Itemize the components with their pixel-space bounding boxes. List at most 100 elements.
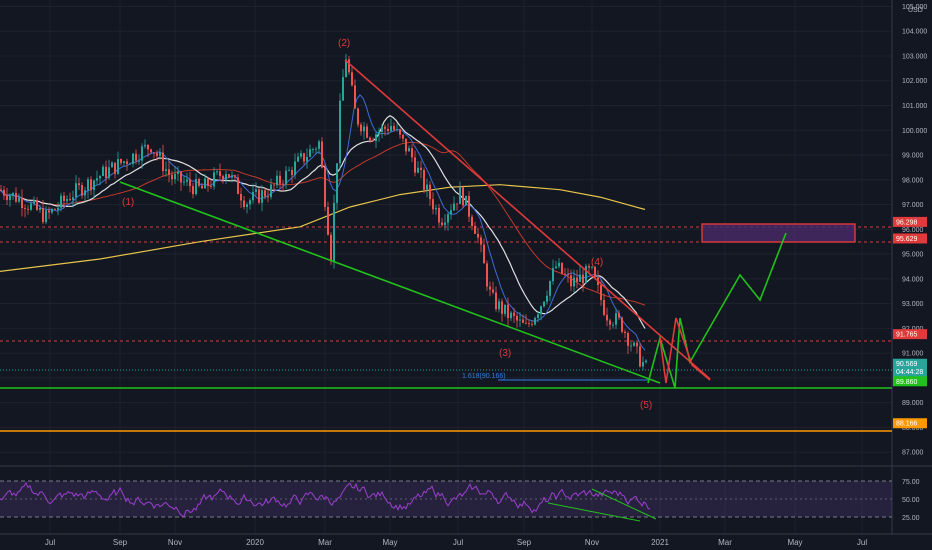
red-projection-path[interactable] [659,317,711,384]
candle-body [564,273,566,275]
candle-body [249,200,251,205]
candle-body [258,189,260,203]
candle-body [348,59,350,73]
candle-body [459,187,461,204]
candle-body [384,126,386,129]
candle-body [462,187,464,206]
candle-body [24,208,26,209]
candle-body [444,222,446,226]
time-tick-label: Sep [113,538,128,547]
candle-body [207,178,209,187]
candle-body [48,210,50,213]
candle-body [60,195,62,208]
candle-body [279,175,281,184]
green-lower-trendline[interactable] [119,181,661,384]
candle-body [570,275,572,287]
green-projection-path[interactable] [647,232,787,389]
candle-body [300,153,302,157]
candle-body [0,189,2,191]
candle-body [3,189,5,196]
price-tick-label: 101.000 [902,103,927,110]
time-tick-label: Jul [857,538,867,547]
candle-body [174,173,176,180]
price-tag-text: 88.166 [896,421,918,428]
candle-body [624,331,626,334]
candle-body [204,178,206,189]
candle-body [321,141,323,168]
candle-body [330,234,332,262]
ma-100-line [0,141,646,306]
candle-body [228,174,230,178]
candle-body [114,162,116,174]
candle-body [216,171,218,173]
candle-body [360,124,362,132]
candle-body [501,301,503,314]
candle-body [402,134,404,139]
candle-body [375,134,377,141]
price-tag-text: 90.569 [896,361,918,368]
candle-body [69,199,71,201]
candle-body [627,333,629,346]
candle-body [273,184,275,186]
candle-body [15,192,17,202]
candle-body [507,304,509,319]
candle-body [465,195,467,206]
candle-body [621,317,623,332]
candle-body [81,185,83,196]
price-tick-label: 98.000 [902,177,924,184]
candle-body [642,362,644,367]
candle-body [75,183,77,198]
time-axis[interactable]: Jul Sep Nov 2020 Mar May Jul Sep Nov 2021 Mar May Ju… [45,538,867,547]
candle-body [18,197,20,202]
candle-body [318,141,320,149]
rsi-divergence-green-2 [591,488,657,520]
candle-body [483,244,485,264]
candle-body [285,170,287,185]
candle-body [456,203,458,205]
candle-body [126,161,128,165]
price-tick-label: 89.000 [902,400,924,407]
candle-body [294,161,296,176]
candle-body [549,281,551,296]
price-axis[interactable]: 87.00088.00089.00090.00091.00092.00093.0… [902,4,927,457]
candle-body [72,197,74,201]
candle-body [576,277,578,282]
candle-body [162,152,164,172]
time-tick-label: 2021 [651,538,669,547]
candle-body [198,179,200,186]
target-zone-box[interactable] [701,223,856,243]
candle-body [306,156,308,162]
candle-body [423,170,425,190]
red-upper-trendline[interactable] [344,59,711,380]
candle-body [393,125,395,130]
candle-body [525,322,527,324]
candle-body [168,169,170,175]
candle-body [45,210,47,223]
candle-body [426,184,428,190]
wave-label-2: (2) [338,38,350,49]
candle-body [432,199,434,210]
candle-body [486,263,488,287]
candle-body [189,179,191,187]
candle-body [99,176,101,179]
candle-body [180,171,182,183]
price-tag [893,216,927,227]
candle-body [546,295,548,302]
candlestick-series [0,53,647,371]
candle-body [84,190,86,196]
candle-body [246,204,248,207]
candle-body [165,169,167,172]
candle-body [51,208,53,213]
candle-body [429,184,431,200]
candle-body [447,214,449,223]
candle-body [408,148,410,152]
candle-body [531,323,533,325]
candle-body [615,313,617,325]
candle-body [63,195,65,201]
price-tag-text: 04:44:28 [896,369,923,376]
candle-body [102,166,104,177]
candle-body [297,156,299,162]
candle-body [156,153,158,156]
